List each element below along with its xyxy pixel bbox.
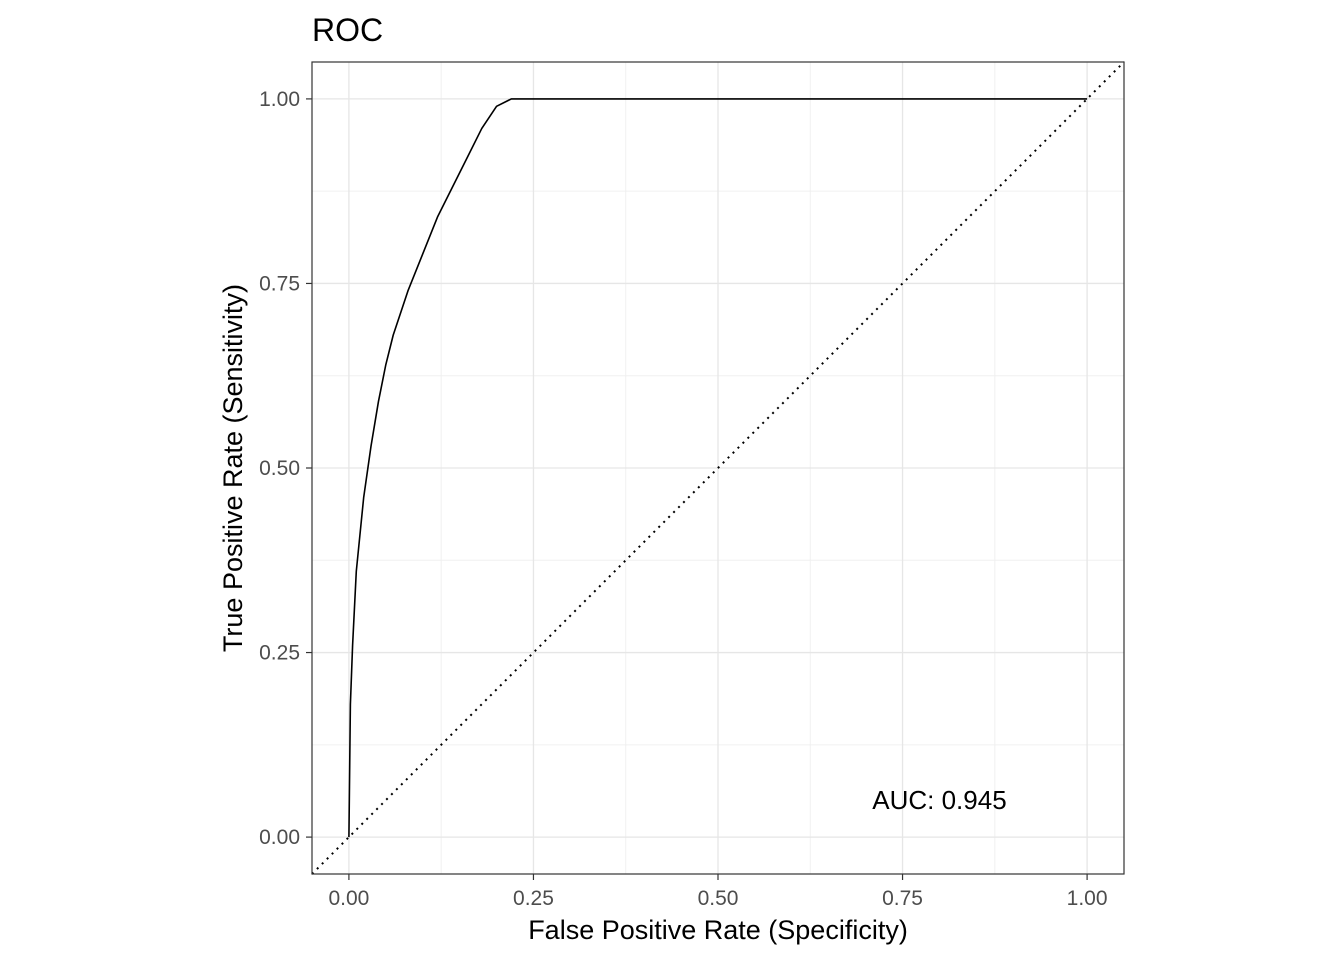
x-tick-label: 0.50 — [698, 887, 739, 910]
y-tick-label: 0.00 — [259, 826, 300, 849]
axes: 0.00 0.25 0.50 0.75 1.00 0.00 0.25 0.50 0.75 1.00 — [259, 88, 1107, 910]
y-tick-label: 0.75 — [259, 272, 300, 295]
x-tick-label: 0.25 — [513, 887, 554, 910]
y-tick-label: 0.25 — [259, 642, 300, 665]
x-tick-label: 0.75 — [882, 887, 923, 910]
series-layer — [311, 61, 1125, 875]
roc-curve — [348, 98, 1088, 838]
x-axis-label: False Positive Rate (Specificity) — [528, 915, 908, 945]
x-tick-label: 1.00 — [1067, 887, 1108, 910]
y-tick-label: 1.00 — [259, 88, 300, 111]
diagonal-reference-line — [311, 61, 1125, 875]
x-tick-label: 0.00 — [328, 887, 369, 910]
y-axis-label: True Positive Rate (Sensitivity) — [218, 284, 248, 652]
auc-annotation: AUC: 0.945 — [872, 785, 1006, 815]
chart-title: ROC — [312, 12, 383, 48]
y-tick-label: 0.50 — [259, 457, 300, 480]
